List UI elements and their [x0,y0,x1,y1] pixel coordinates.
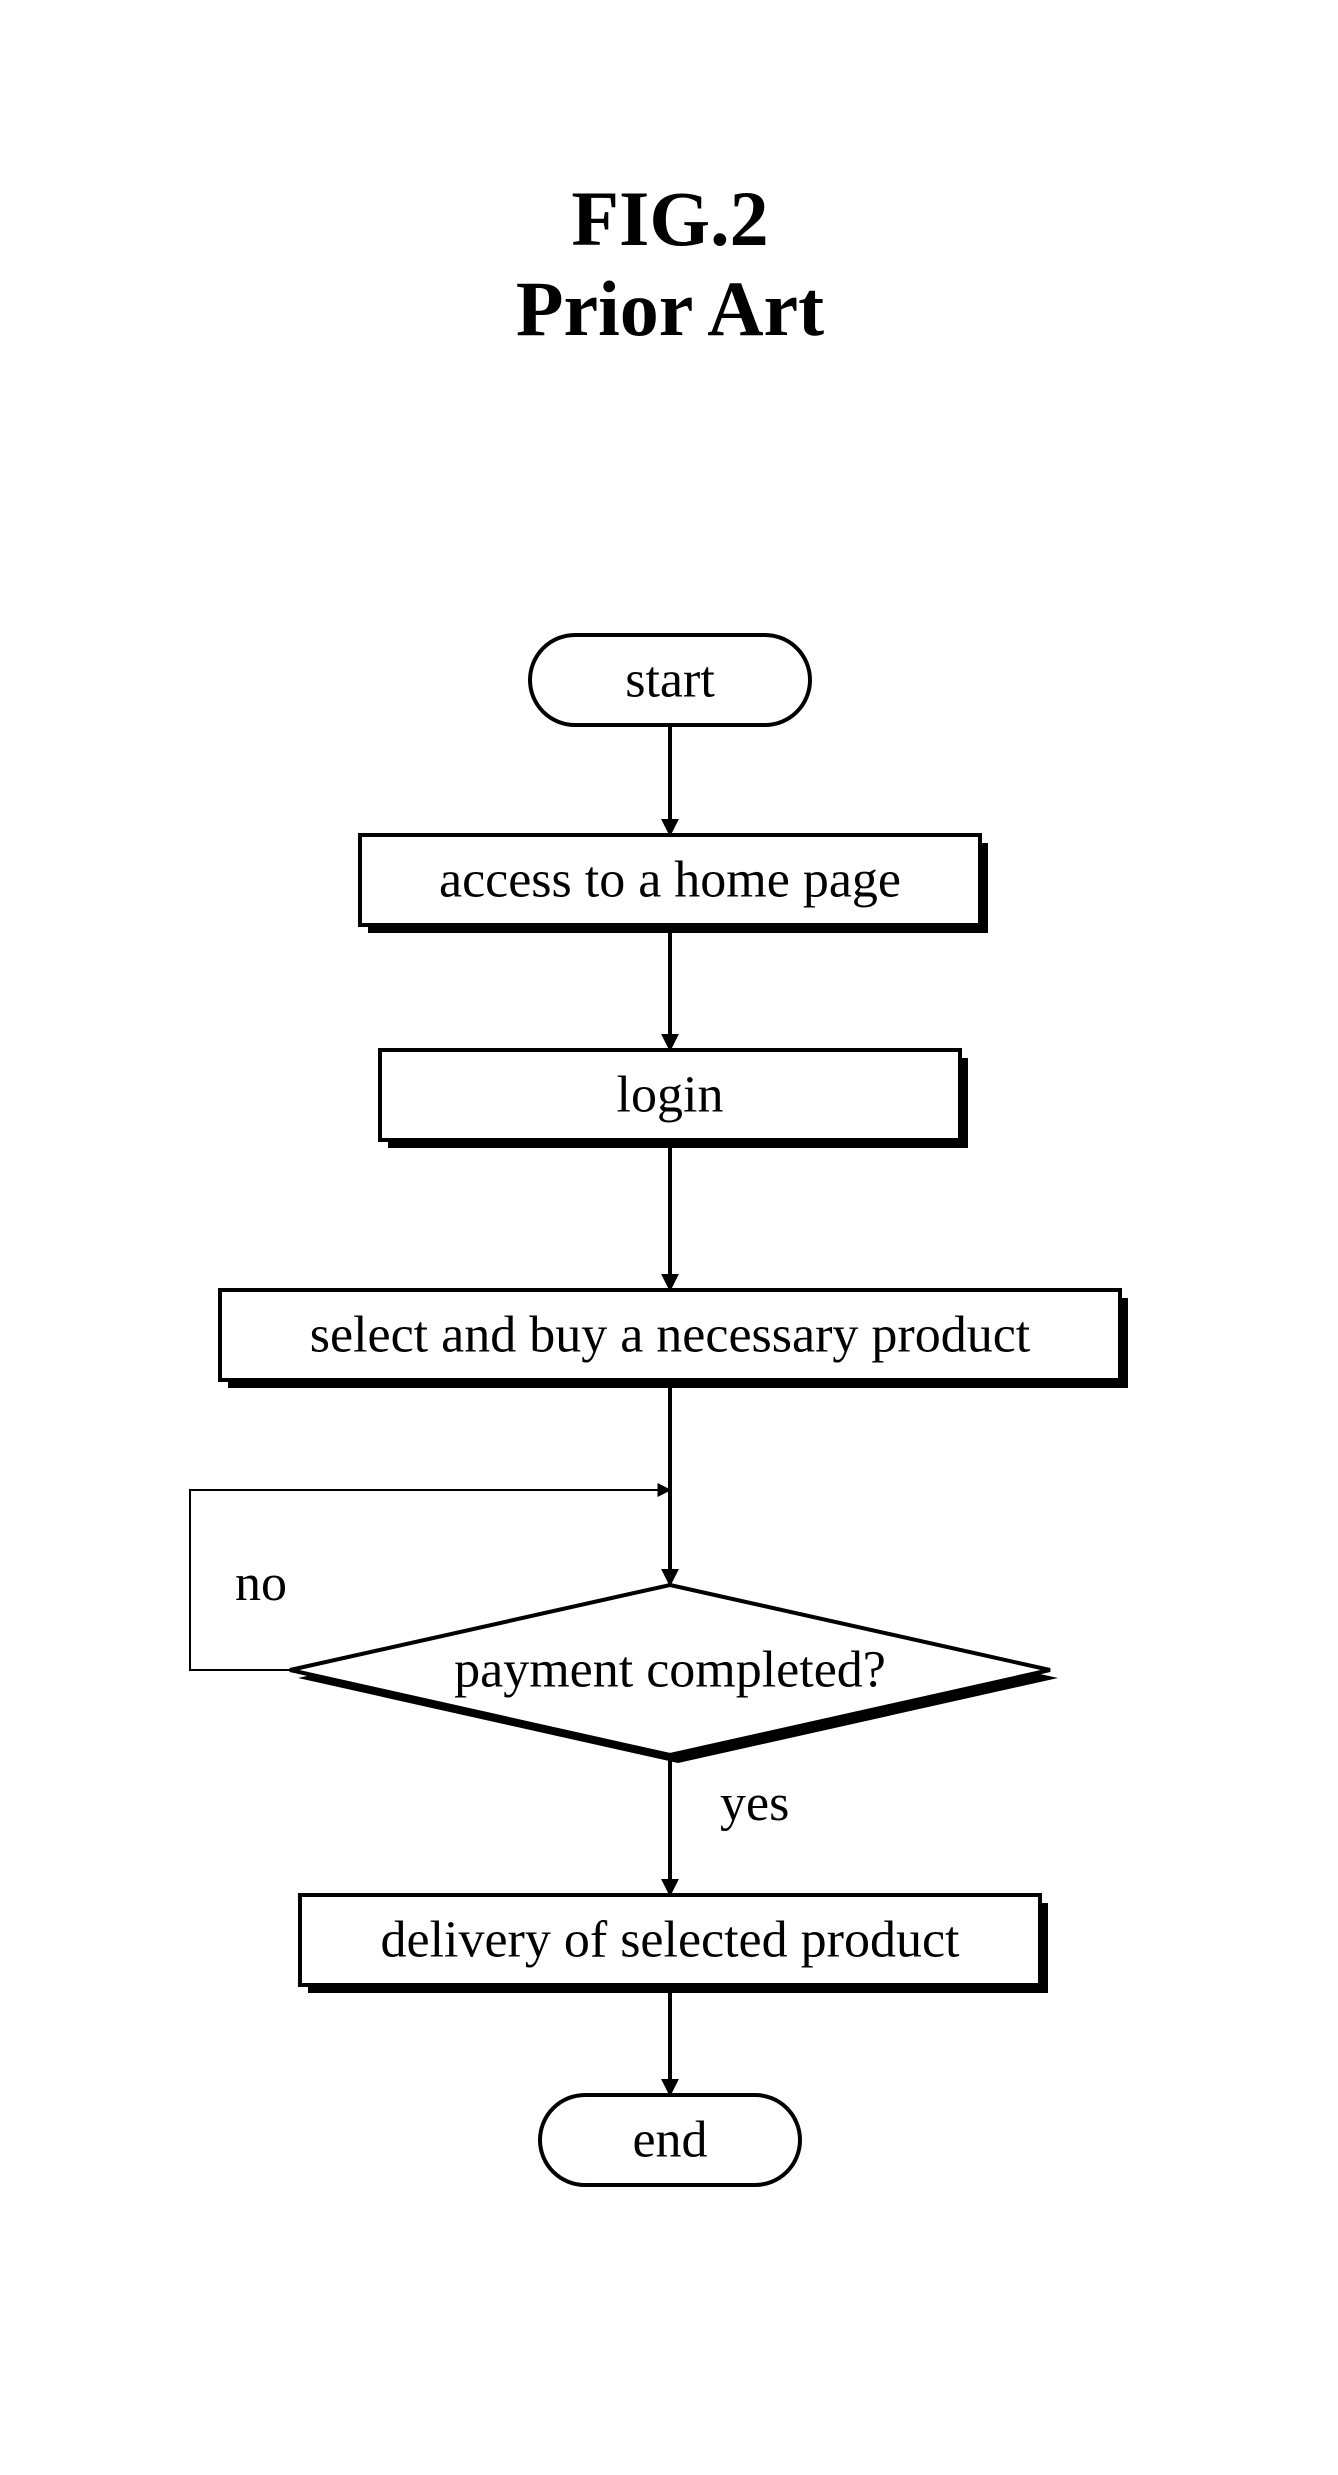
node-select: select and buy a necessary product [220,1290,1128,1388]
edge-label: yes [720,1775,789,1832]
node-access: access to a home page [360,835,988,933]
node-label: access to a home page [439,852,901,909]
node-start: start [530,635,810,725]
node-label: delivery of selected product [381,1912,961,1969]
figure-title-line1: FIG.2 [571,175,768,262]
edge-label: no [235,1555,287,1612]
flowchart-canvas: FIG.2Prior Art yes no start access to a home… [0,0,1338,2475]
node-delivery: delivery of selected product [300,1895,1048,1993]
node-label: select and buy a necessary product [310,1307,1031,1364]
node-label: login [617,1067,724,1124]
figure-title-line2: Prior Art [516,265,824,352]
node-label: start [625,652,715,709]
node-label: end [632,2112,707,2169]
node-label: payment completed? [454,1642,886,1699]
node-end: end [540,2095,800,2185]
node-login: login [380,1050,968,1148]
node-payment: payment completed? [290,1585,1058,1763]
